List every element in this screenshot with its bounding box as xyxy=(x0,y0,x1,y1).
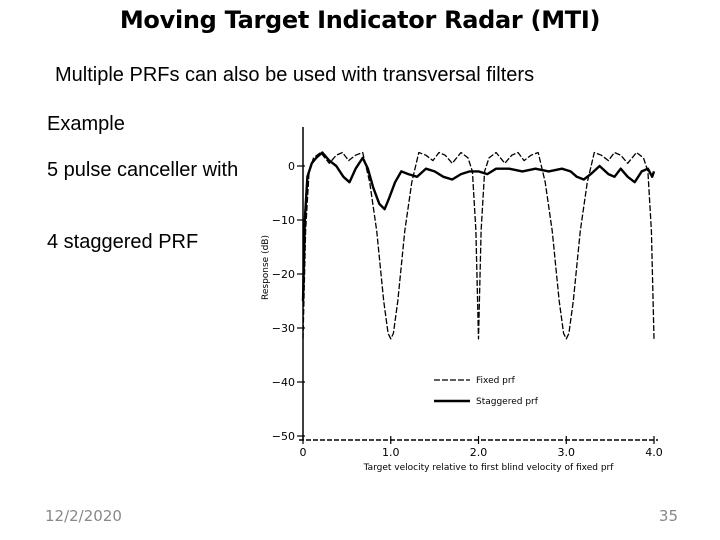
page-number: 35 xyxy=(658,507,678,525)
y-tick-label: 0 xyxy=(288,160,295,173)
y-tick-label: −10 xyxy=(272,214,295,227)
y-axis-label: Response (dB) xyxy=(261,235,271,300)
x-tick-label: 2.0 xyxy=(470,446,488,459)
series-line-staggered-prf xyxy=(301,151,656,302)
chart-ticks: 0 −10 −20 −30 −40 −50 0 1.0 2.0 3.0 4.0 xyxy=(272,160,663,459)
y-tick-label: −30 xyxy=(272,322,295,335)
slide-title: Moving Target Indicator Radar (MTI) xyxy=(119,6,601,34)
x-tick-label: 1.0 xyxy=(382,446,400,459)
y-tick-label: −50 xyxy=(272,430,295,443)
slide-subtitle: Multiple PRFs can also be used with tran… xyxy=(55,64,535,86)
y-tick-label: −20 xyxy=(272,268,295,281)
footer-date: 12/2/2020 xyxy=(45,507,122,525)
legend-label: Staggered prf xyxy=(476,397,539,407)
x-axis-label: Target velocity relative to first blind … xyxy=(363,463,615,473)
bullet-staggered-prf: 4 staggered PRF xyxy=(47,231,199,253)
x-tick-label: 3.0 xyxy=(558,446,576,459)
chart-series-layer xyxy=(301,151,656,340)
bullet-canceller: 5 pulse canceller with xyxy=(47,159,239,181)
y-tick-label: −40 xyxy=(272,376,295,389)
x-tick-label: 4.0 xyxy=(645,446,663,459)
chart-legend: Fixed prf Staggered prf xyxy=(434,376,539,407)
legend-label: Fixed prf xyxy=(476,376,516,386)
bullet-example: Example xyxy=(47,113,125,135)
x-tick-label: 0 xyxy=(300,446,307,459)
series-line-fixed-prf xyxy=(302,151,655,340)
